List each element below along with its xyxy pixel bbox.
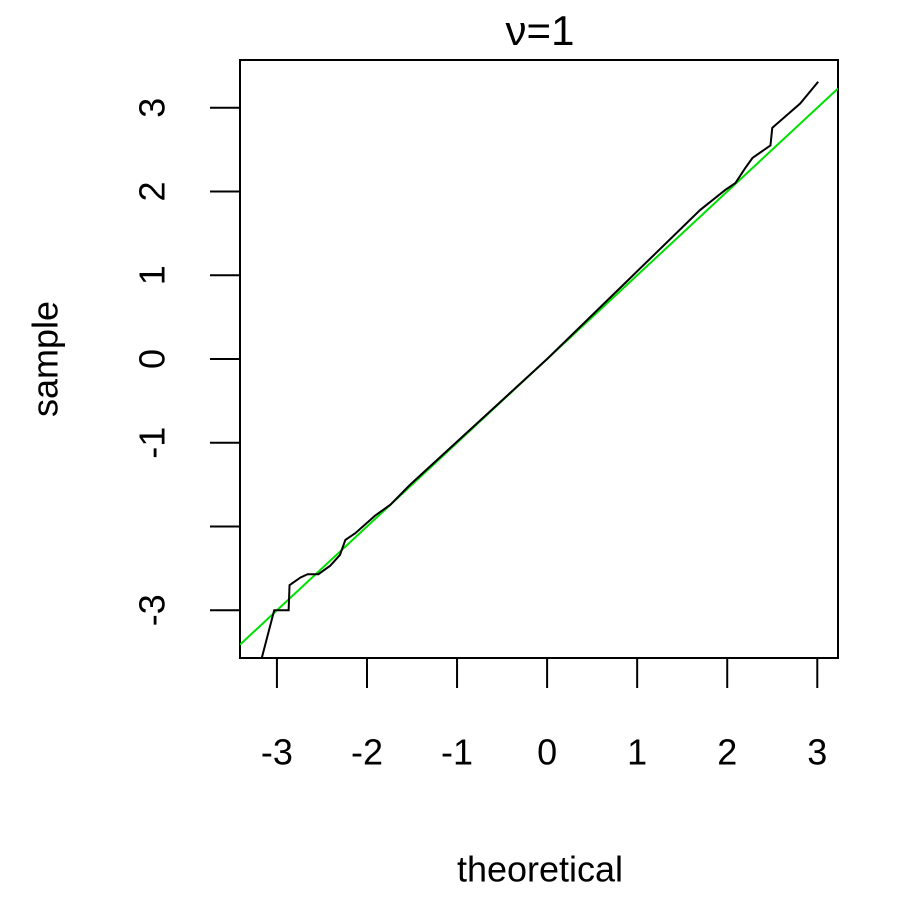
x-axis-label: theoretical — [457, 849, 623, 890]
x-tick-label: -2 — [351, 732, 383, 773]
y-tick-label: 0 — [132, 349, 173, 369]
chart-title: ν=1 — [506, 7, 575, 54]
x-tick-label: 2 — [717, 732, 737, 773]
x-tick-label: 3 — [807, 732, 827, 773]
x-tick-label: -1 — [441, 732, 473, 773]
y-axis-label: sample — [25, 301, 66, 417]
x-tick-label: 1 — [627, 732, 647, 773]
y-tick-label: 1 — [132, 265, 173, 285]
plot-area — [240, 81, 838, 658]
y-tick-label: 2 — [132, 181, 173, 201]
y-tick-label: -3 — [132, 594, 173, 626]
plot-frame — [239, 59, 839, 659]
sample-line — [260, 81, 819, 658]
x-tick-label: -3 — [261, 732, 293, 773]
y-tick-label: 3 — [132, 98, 173, 118]
y-tick-label: -1 — [132, 427, 173, 459]
x-tick-label: 0 — [537, 732, 557, 773]
